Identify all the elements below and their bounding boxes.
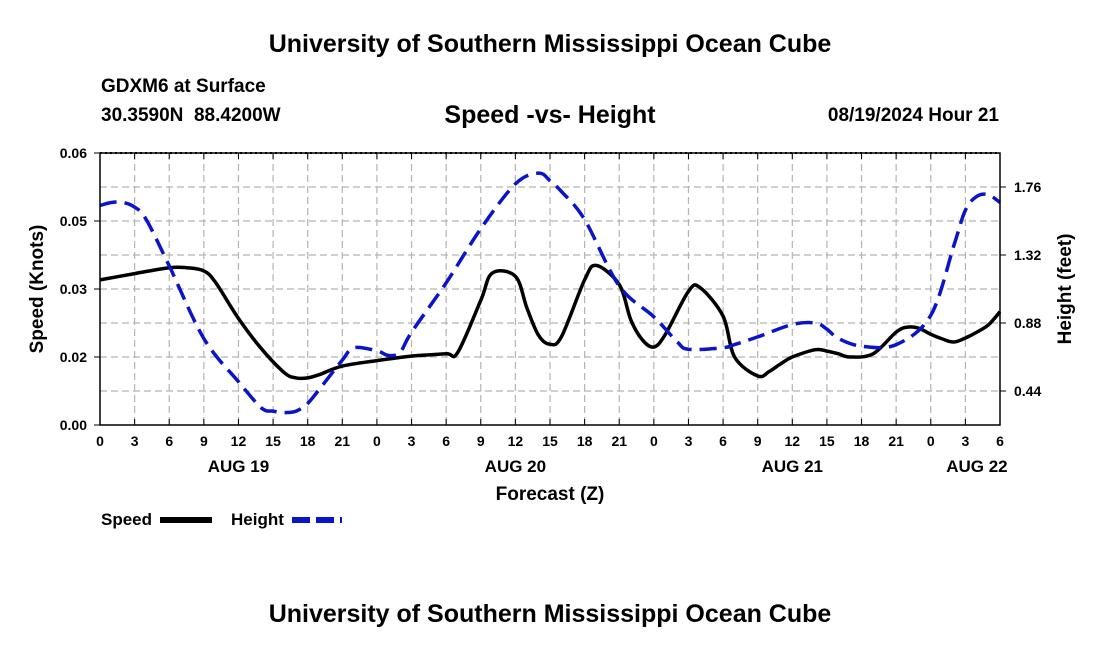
x-tick-label: 9 xyxy=(754,433,762,449)
y-tick-label: 0.02 xyxy=(60,349,87,365)
x-tick-label: 15 xyxy=(265,433,281,449)
chart-title: Speed -vs- Height xyxy=(444,101,656,129)
x-tick-label: 0 xyxy=(373,433,381,449)
x-tick-label: 9 xyxy=(200,433,208,449)
x-tick-label: 6 xyxy=(996,433,1004,449)
y2-tick-label: 0.88 xyxy=(1014,315,1041,331)
date-label: AUG 21 xyxy=(762,457,823,476)
y-tick-label: 0.00 xyxy=(60,417,87,433)
y-axis-label: Speed (Knots) xyxy=(27,225,48,354)
chart-labels: 0 3 6 9 12 15 18 21 0 3 6 9 12 15 18 21 0 3 6 9 12 15 18 21 0 3 6 0… xyxy=(60,145,1042,476)
x-tick-label: 21 xyxy=(335,433,351,449)
x-tick-label: 3 xyxy=(131,433,139,449)
chart-grid xyxy=(100,153,1000,425)
x-tick-label: 15 xyxy=(542,433,558,449)
footer-title: University of Southern Mississippi Ocean… xyxy=(268,600,832,628)
x-tick-label: 12 xyxy=(508,433,524,449)
x-tick-label: 18 xyxy=(577,433,593,449)
x-tick-label: 6 xyxy=(719,433,727,449)
y2-axis-label: Height (feet) xyxy=(1055,234,1076,345)
date-label: AUG 20 xyxy=(485,457,546,476)
page-title: University of Southern Mississippi Ocean… xyxy=(268,30,832,58)
x-tick-label: 21 xyxy=(888,433,904,449)
series-line-speed xyxy=(99,263,1002,381)
x-tick-label: 3 xyxy=(408,433,416,449)
x-tick-label: 3 xyxy=(961,433,969,449)
x-tick-label: 6 xyxy=(165,433,173,449)
x-tick-label: 0 xyxy=(650,433,658,449)
x-tick-label: 15 xyxy=(819,433,835,449)
x-tick-label: 18 xyxy=(854,433,870,449)
legend-height-swatch xyxy=(292,517,342,523)
x-tick-label: 9 xyxy=(477,433,485,449)
legend-speed-swatch xyxy=(160,517,212,523)
chart-series xyxy=(99,171,1002,415)
chart-ticks xyxy=(94,152,1006,426)
coordinates-label: 30.3590N 88.4200W xyxy=(101,105,281,126)
x-tick-label: 3 xyxy=(685,433,693,449)
x-tick-label: 21 xyxy=(611,433,627,449)
series-line-height xyxy=(99,171,1002,415)
y2-tick-label: 1.76 xyxy=(1014,179,1041,195)
y-tick-label: 0.03 xyxy=(60,281,87,297)
date-label: AUG 19 xyxy=(208,457,269,476)
x-tick-label: 12 xyxy=(231,433,247,449)
date-label: AUG 22 xyxy=(946,457,1007,476)
legend-height-label: Height xyxy=(231,510,284,529)
x-tick-label: 0 xyxy=(927,433,935,449)
station-label: GDXM6 at Surface xyxy=(101,76,266,97)
y-tick-label: 0.06 xyxy=(60,145,87,161)
forecast-datetime: 08/19/2024 Hour 21 xyxy=(827,105,999,126)
x-axis-label: Forecast (Z) xyxy=(496,484,605,505)
x-tick-label: 0 xyxy=(96,433,104,449)
x-tick-label: 6 xyxy=(442,433,450,449)
x-tick-label: 18 xyxy=(300,433,316,449)
x-tick-label: 12 xyxy=(785,433,801,449)
y2-tick-label: 0.44 xyxy=(1014,383,1041,399)
y-tick-label: 0.05 xyxy=(60,213,87,229)
legend-speed-label: Speed xyxy=(101,510,153,529)
y2-tick-label: 1.32 xyxy=(1014,247,1041,263)
